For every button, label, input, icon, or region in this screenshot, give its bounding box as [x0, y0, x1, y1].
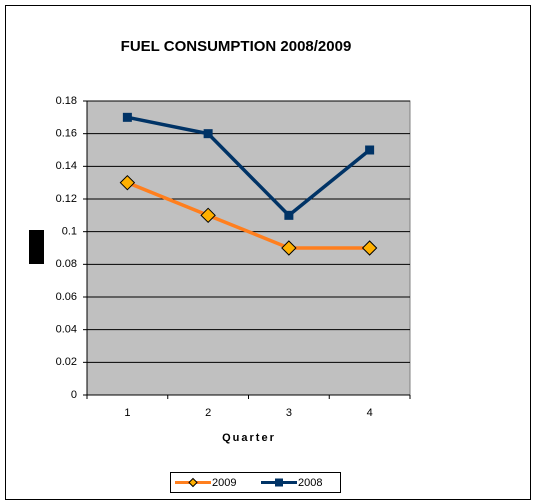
- y-tick-label: 0.08: [56, 258, 77, 270]
- x-tick-label: 2: [205, 407, 211, 419]
- marker: [365, 145, 375, 155]
- marker: [281, 240, 297, 256]
- x-tick-label: 3: [286, 407, 292, 419]
- marker: [200, 207, 216, 224]
- legend-box: [170, 472, 341, 493]
- marker: [203, 129, 213, 139]
- marker: [284, 210, 294, 220]
- marker: [361, 240, 378, 256]
- legend-marker: [275, 478, 283, 487]
- y-tick-label: 0: [71, 389, 77, 401]
- legend-marker: [188, 477, 198, 488]
- x-axis-label: Quarter: [222, 432, 276, 444]
- y-axis-label-box: [29, 230, 44, 264]
- y-tick-label: 0.14: [56, 160, 77, 172]
- chart-title: FUEL CONSUMPTION 2008/2009: [121, 38, 352, 55]
- x-tick-label: 4: [367, 407, 373, 419]
- y-tick-label: 0.18: [56, 95, 77, 107]
- marker: [119, 174, 136, 191]
- legend-label: 2008: [298, 477, 322, 489]
- y-tick-label: 0.06: [56, 291, 77, 303]
- x-tick-label: 1: [124, 407, 130, 419]
- y-tick-label: 0.12: [56, 193, 77, 205]
- legend-label: 2009: [212, 477, 236, 489]
- y-tick-label: 0.16: [56, 128, 77, 140]
- series-line: [127, 115, 371, 218]
- marker: [122, 112, 132, 122]
- series-line: [126, 181, 370, 250]
- y-tick-label: 0.02: [56, 356, 77, 368]
- y-tick-label: 0.1: [62, 226, 77, 238]
- y-tick-label: 0.04: [56, 324, 77, 336]
